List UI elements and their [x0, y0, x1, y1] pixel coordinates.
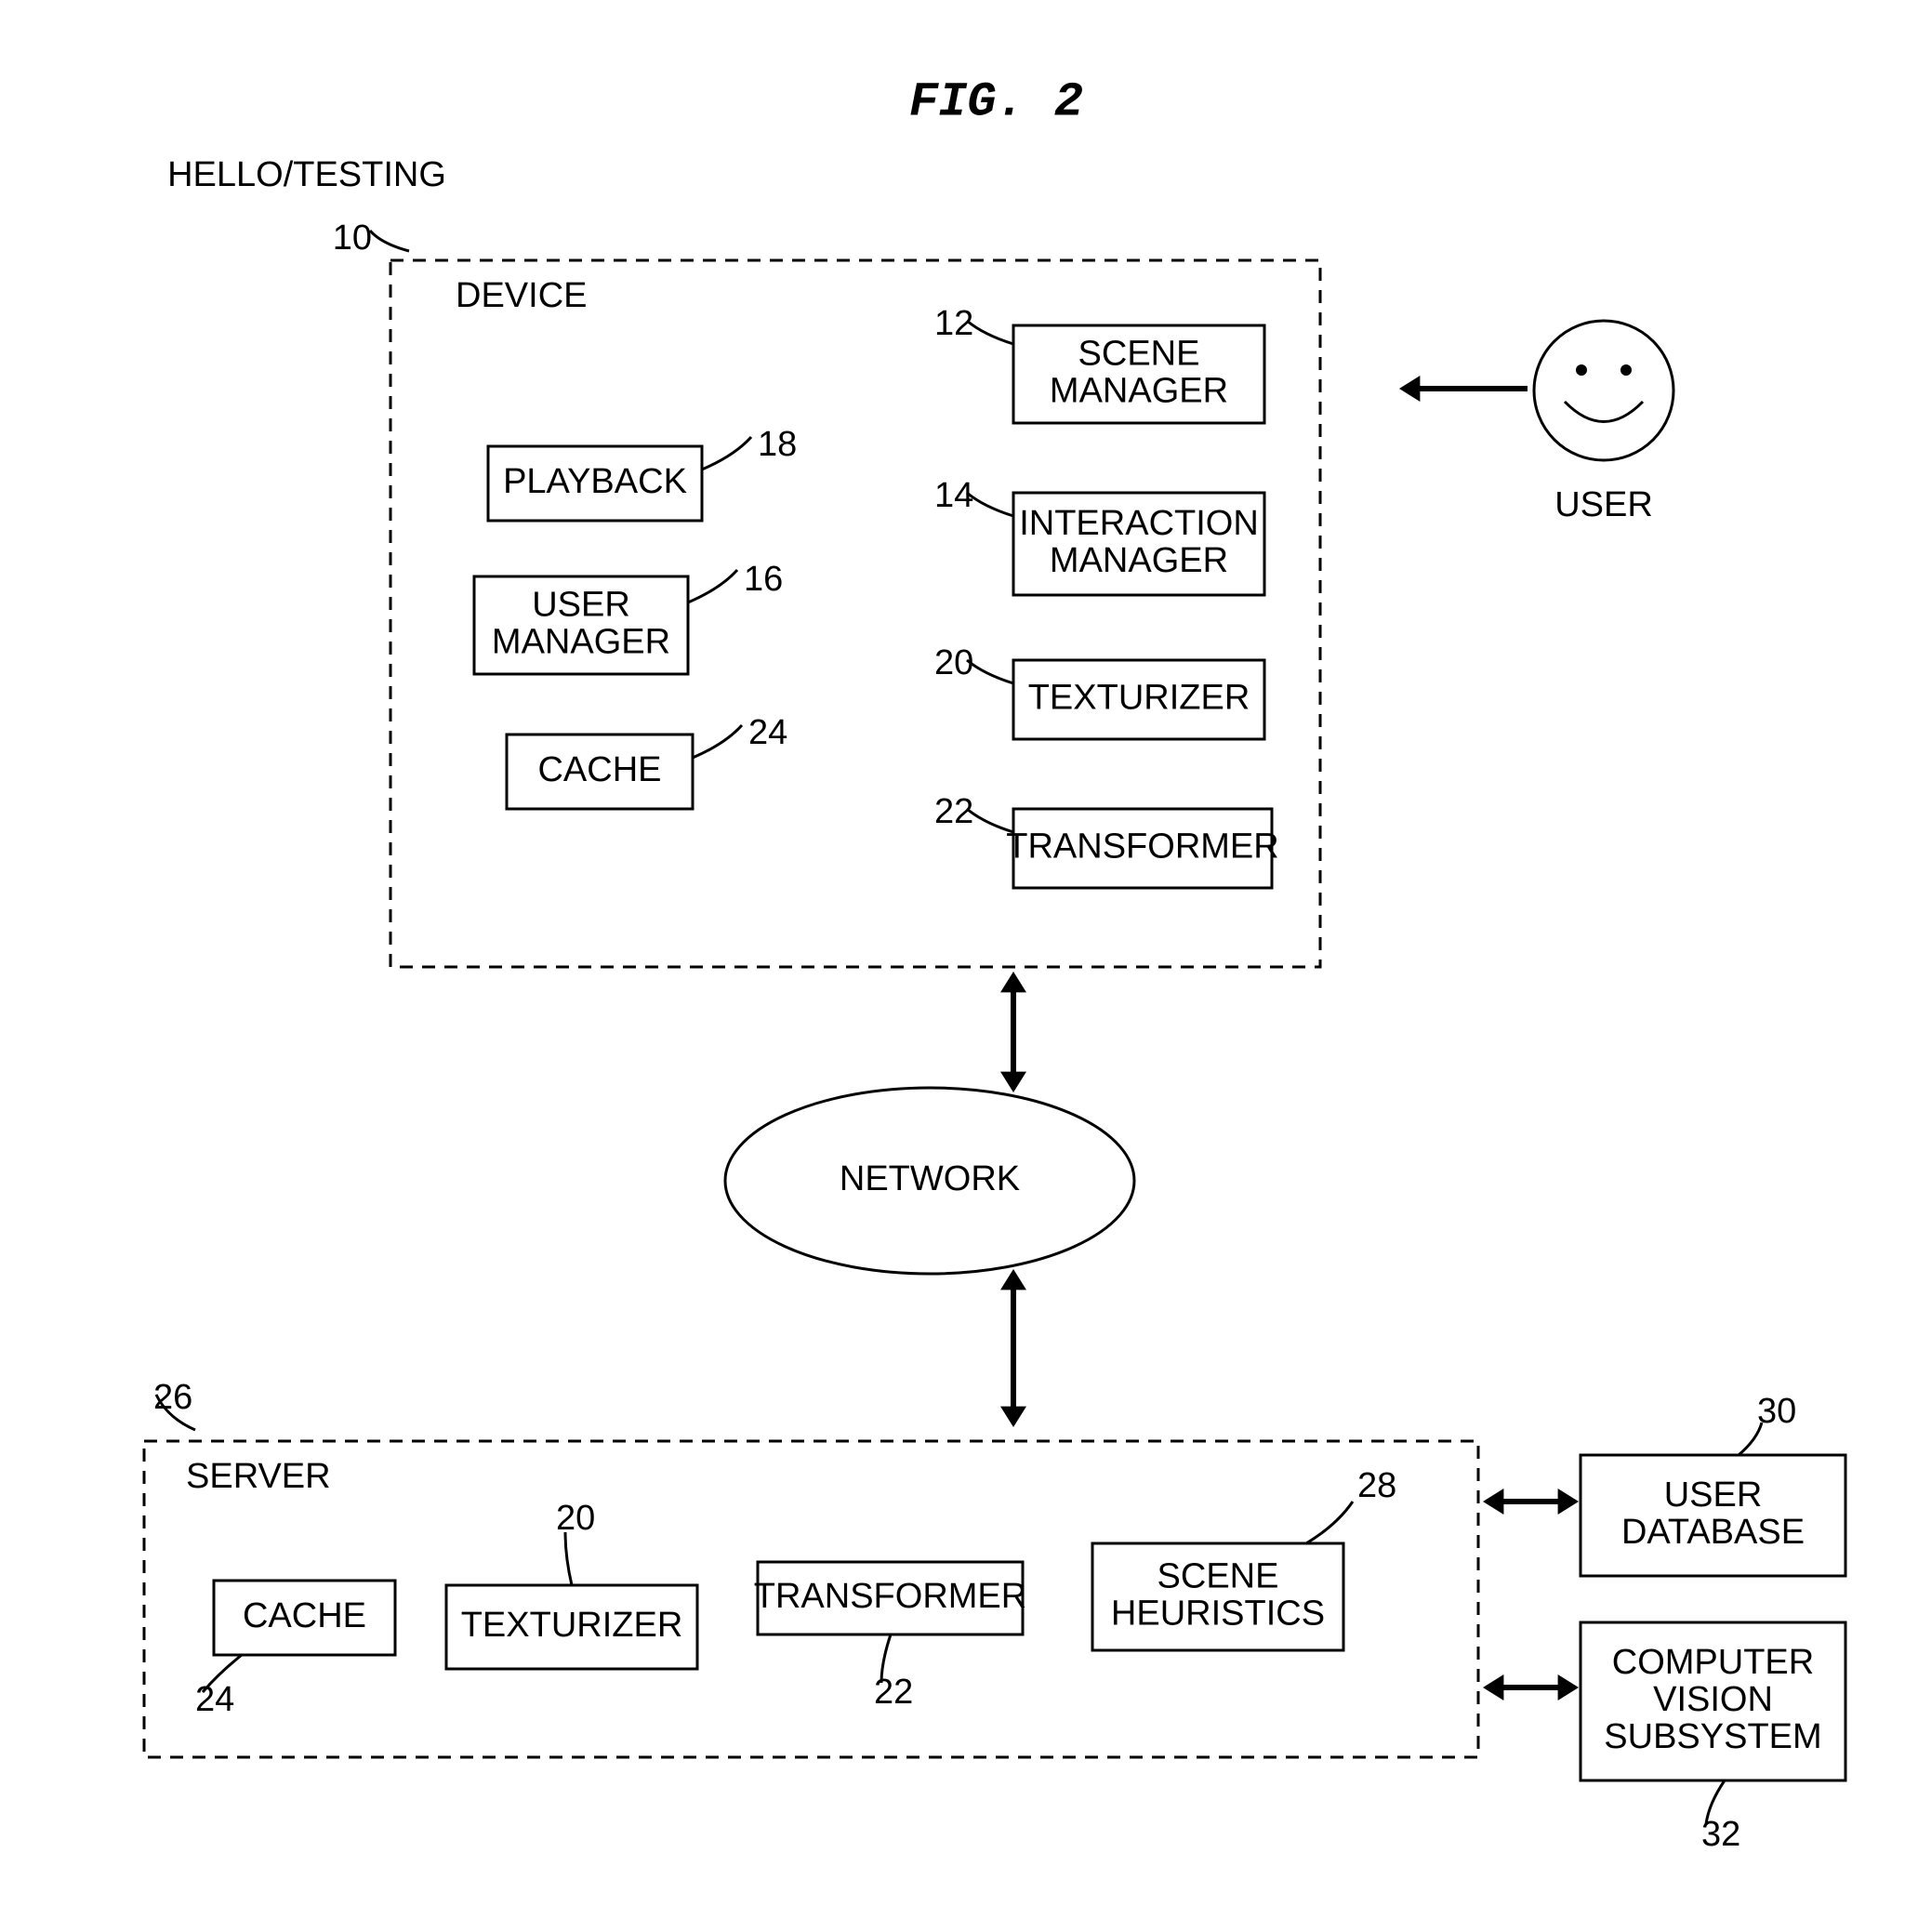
device-left-0-ref: 18	[758, 425, 797, 464]
device-left-1-ref: 16	[744, 560, 783, 599]
device-right-1-label: INTERACTIONMANAGER	[1019, 504, 1259, 580]
server-item-1-label: TEXTURIZER	[461, 1606, 683, 1645]
device-left-2-label: CACHE	[537, 750, 661, 789]
server-item-0-ref: 24	[195, 1680, 234, 1719]
server-item-2-ref: 22	[874, 1673, 913, 1712]
server-item-2-label: TRANSFORMER	[754, 1577, 1026, 1616]
device-right-2-label: TEXTURIZER	[1028, 679, 1250, 718]
user-database-ref: 30	[1757, 1392, 1796, 1431]
figure-title: FIG. 2	[909, 75, 1083, 130]
user-label: USER	[1554, 485, 1653, 524]
device-right-2-ref: 20	[934, 643, 973, 682]
device-left-0-label: PLAYBACK	[503, 462, 687, 501]
user-face-icon	[1534, 321, 1673, 460]
server-title: SERVER	[186, 1457, 331, 1496]
server-item-3-ref: 28	[1357, 1466, 1396, 1505]
device-right-0-ref: 12	[934, 304, 973, 343]
device-right-1-ref: 14	[934, 476, 973, 515]
header-label: HELLO/TESTING	[167, 155, 446, 194]
network-label: NETWORK	[840, 1159, 1020, 1198]
device-title: DEVICE	[456, 276, 587, 315]
server-item-1-ref: 20	[556, 1499, 595, 1538]
server-item-0-label: CACHE	[243, 1596, 366, 1635]
computer-vision-subsystem-ref: 32	[1701, 1815, 1740, 1854]
device-right-3-label: TRANSFORMER	[1006, 827, 1278, 867]
device-left-2-ref: 24	[748, 713, 787, 752]
device-ref: 10	[333, 218, 372, 258]
device-right-3-ref: 22	[934, 792, 973, 831]
server-ref: 26	[153, 1378, 192, 1417]
